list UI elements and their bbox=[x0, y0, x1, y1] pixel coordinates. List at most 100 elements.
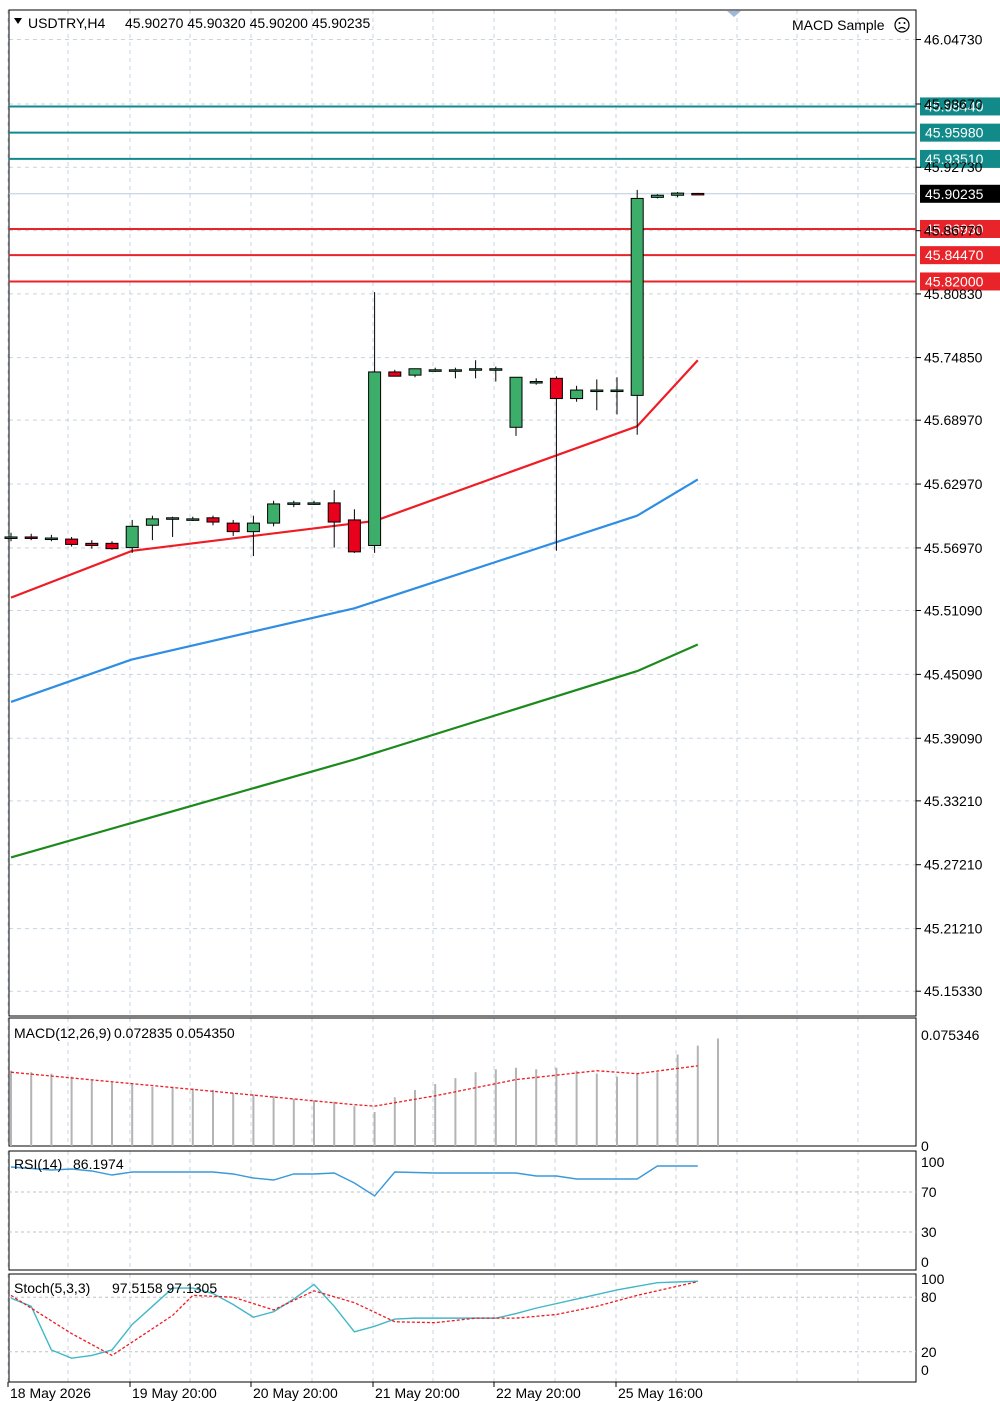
y-tick-label: 45.68970 bbox=[924, 412, 983, 428]
candle-body bbox=[489, 368, 503, 371]
rsi-indicator: 100 70 30 0 bbox=[9, 1154, 945, 1270]
candle bbox=[186, 516, 200, 521]
candle-body bbox=[267, 503, 281, 524]
symbol-label: USDTRY,H4 bbox=[28, 15, 106, 31]
y-tick-label: 45.15330 bbox=[924, 983, 983, 999]
y-tick-label: 45.33210 bbox=[924, 793, 983, 809]
candle bbox=[529, 378, 543, 385]
candle bbox=[267, 500, 281, 527]
candle bbox=[307, 500, 321, 506]
candle-body bbox=[469, 368, 483, 371]
candle bbox=[469, 360, 483, 379]
candle-body bbox=[327, 502, 341, 523]
candle bbox=[24, 533, 38, 541]
y-tick-label: 45.74850 bbox=[924, 350, 983, 366]
candle bbox=[650, 194, 664, 199]
candle bbox=[509, 376, 523, 436]
candle-body bbox=[65, 538, 79, 545]
candle-body bbox=[388, 371, 402, 377]
candle-body bbox=[125, 525, 139, 549]
stoch-signal-line bbox=[10, 1280, 698, 1357]
y-tick-label: 45.98670 bbox=[924, 96, 983, 112]
candle-body bbox=[691, 192, 705, 196]
stoch-y-label: 20 bbox=[921, 1344, 937, 1360]
x-tick-label: 25 May 16:00 bbox=[618, 1385, 703, 1401]
candle bbox=[448, 367, 462, 379]
resistance-level-tag bbox=[920, 123, 1000, 142]
stoch-panel-border bbox=[8, 1273, 917, 1383]
candle-body bbox=[24, 536, 38, 539]
support-level-tag bbox=[920, 219, 1000, 238]
candle-body bbox=[4, 536, 18, 539]
y-tick-label: 45.86770 bbox=[924, 223, 983, 239]
candle bbox=[590, 379, 604, 411]
candle bbox=[549, 376, 563, 551]
candle bbox=[125, 519, 139, 553]
y-tick-label: 45.39090 bbox=[924, 730, 983, 746]
candle bbox=[287, 500, 301, 508]
candle-body bbox=[448, 369, 462, 372]
support-level-label: 45.84470 bbox=[925, 247, 984, 263]
candle-body bbox=[44, 537, 58, 541]
resistance-level-label: 45.95980 bbox=[925, 125, 984, 141]
macd-values: 0.072835 0.054350 bbox=[114, 1025, 235, 1041]
candle-body bbox=[650, 194, 664, 198]
resistance-level-label: 45.98440 bbox=[925, 98, 984, 114]
support-level-label: 45.86930 bbox=[925, 221, 984, 237]
macd-signal-line bbox=[10, 1065, 698, 1107]
candles bbox=[4, 189, 705, 557]
rsi-line bbox=[10, 1165, 698, 1197]
candle-body bbox=[246, 522, 260, 533]
stoch-title: Stoch(5,3,3) bbox=[14, 1280, 90, 1296]
candle-body bbox=[206, 517, 220, 523]
y-tick-label: 45.45090 bbox=[924, 666, 983, 682]
x-tick-label: 19 May 20:00 bbox=[132, 1385, 217, 1401]
y-tick-label: 45.80830 bbox=[924, 286, 983, 302]
macd-title: MACD(12,26,9) bbox=[14, 1025, 111, 1041]
rsi-panel-border bbox=[8, 1150, 917, 1271]
ema_mid-ma-line bbox=[10, 478, 699, 703]
candle bbox=[246, 515, 260, 557]
candle-body bbox=[570, 389, 584, 400]
stoch-y-label: 80 bbox=[921, 1289, 937, 1305]
shift-marker-icon[interactable] bbox=[727, 11, 741, 17]
x-tick-label: 20 May 20:00 bbox=[253, 1385, 338, 1401]
macd-panel-border bbox=[8, 1017, 917, 1147]
symbol-dropdown-icon[interactable] bbox=[14, 18, 22, 24]
rsi-y-label: 0 bbox=[921, 1254, 929, 1270]
candle bbox=[368, 292, 382, 553]
candle bbox=[388, 369, 402, 377]
y-tick-label: 45.27210 bbox=[924, 857, 983, 873]
axis-labels: 46.04730 45.98670 45.92730 45.86770 45.80830… bbox=[7, 31, 983, 1401]
stoch-indicator: 100 80 20 0 bbox=[9, 1271, 945, 1378]
expert-label: MACD Sample bbox=[792, 17, 885, 33]
candle bbox=[44, 534, 58, 542]
candle-body bbox=[368, 371, 382, 546]
candle bbox=[347, 509, 361, 553]
candle-body bbox=[509, 376, 523, 428]
rsi-y-label: 70 bbox=[921, 1184, 937, 1200]
ohlc-label: 45.90270 45.90320 45.90200 45.90235 bbox=[125, 15, 370, 31]
macd-indicator: 0.075346 0 bbox=[10, 1027, 980, 1154]
y-tick-label: 45.56970 bbox=[924, 540, 983, 556]
rsi-values: 86.1974 bbox=[73, 1156, 124, 1172]
x-tick-label: 18 May 2026 bbox=[10, 1385, 91, 1401]
resistance-level-tag bbox=[920, 97, 1000, 116]
price-levels: 45.98440 45.95980 45.93510 45.86930 45.84470… bbox=[9, 97, 1000, 291]
stoch-y-label: 0 bbox=[921, 1362, 929, 1378]
candle bbox=[65, 536, 79, 547]
rsi-y-label: 30 bbox=[921, 1224, 937, 1240]
candle-body bbox=[529, 381, 543, 384]
candle bbox=[610, 377, 624, 415]
x-tick-label: 22 May 20:00 bbox=[496, 1385, 581, 1401]
candle-body bbox=[287, 502, 301, 505]
candle bbox=[206, 515, 220, 526]
rsi-y-label: 100 bbox=[921, 1154, 945, 1170]
grid-layer bbox=[7, 10, 916, 1382]
candle bbox=[4, 532, 18, 542]
macd-y-label: 0 bbox=[921, 1138, 929, 1154]
resistance-level-tag bbox=[920, 149, 1000, 168]
rsi-title: RSI(14) bbox=[14, 1156, 62, 1172]
stoch-main-line bbox=[10, 1280, 698, 1359]
